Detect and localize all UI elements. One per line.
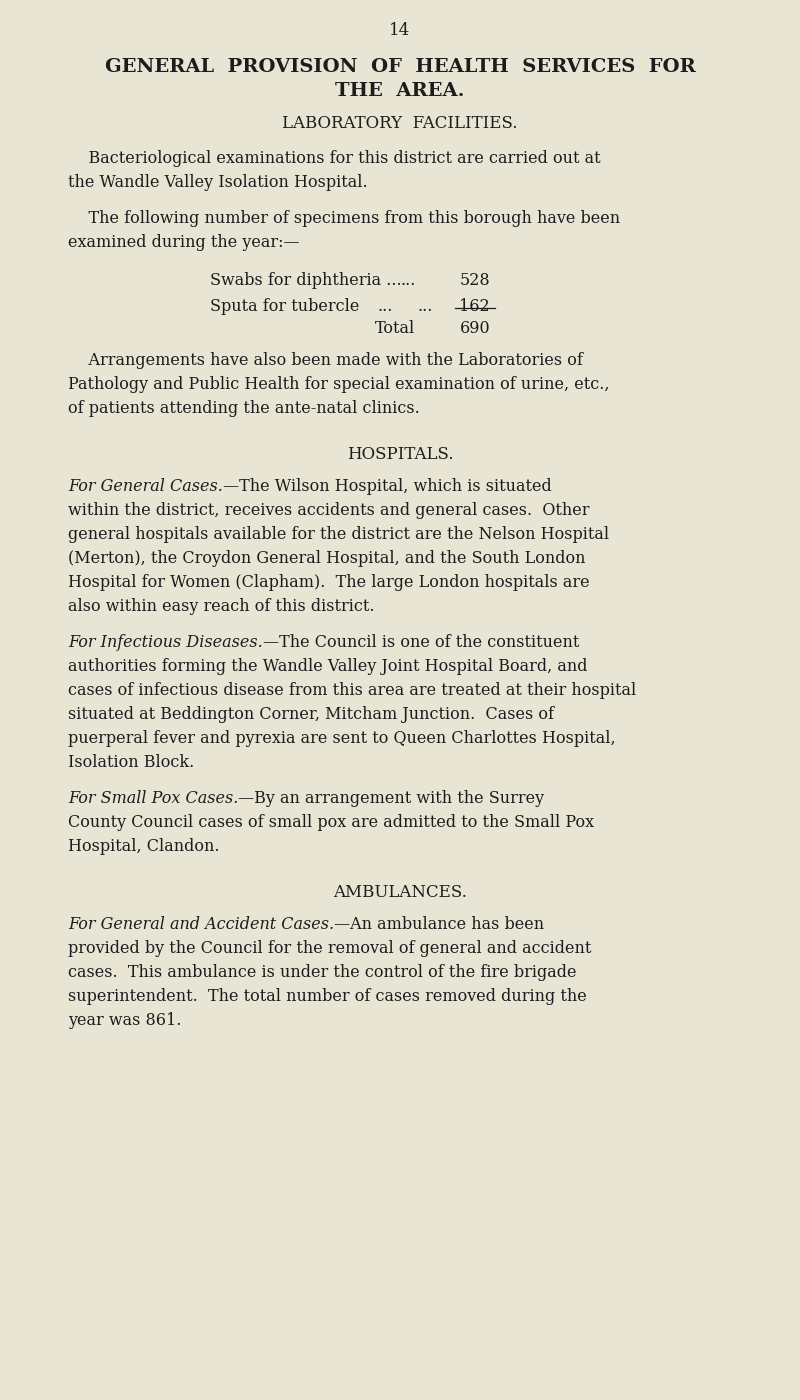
Text: Arrangements have also been made with the Laboratories of: Arrangements have also been made with th…: [68, 351, 583, 370]
Text: Total: Total: [374, 321, 415, 337]
Text: situated at Beddington Corner, Mitcham Junction.  Cases of: situated at Beddington Corner, Mitcham J…: [68, 706, 554, 722]
Text: For General and Accident Cases.: For General and Accident Cases.: [68, 916, 334, 932]
Text: Pathology and Public Health for special examination of urine, etc.,: Pathology and Public Health for special …: [68, 377, 610, 393]
Text: ...: ...: [378, 298, 393, 315]
Text: Swabs for diphtheria ...: Swabs for diphtheria ...: [210, 272, 402, 288]
Text: (Merton), the Croydon General Hospital, and the South London: (Merton), the Croydon General Hospital, …: [68, 550, 586, 567]
Text: 528: 528: [459, 272, 490, 288]
Text: —By an arrangement with the Surrey: —By an arrangement with the Surrey: [238, 790, 545, 806]
Text: Bacteriological examinations for this district are carried out at: Bacteriological examinations for this di…: [68, 150, 601, 167]
Text: of patients attending the ante-natal clinics.: of patients attending the ante-natal cli…: [68, 400, 420, 417]
Text: also within easy reach of this district.: also within easy reach of this district.: [68, 598, 374, 615]
Text: 14: 14: [390, 22, 410, 39]
Text: AMBULANCES.: AMBULANCES.: [333, 883, 467, 902]
Text: Hospital for Women (Clapham).  The large London hospitals are: Hospital for Women (Clapham). The large …: [68, 574, 590, 591]
Text: For Small Pox Cases.: For Small Pox Cases.: [68, 790, 238, 806]
Text: For General Cases.: For General Cases.: [68, 477, 223, 496]
Text: 690: 690: [459, 321, 490, 337]
Text: ...: ...: [418, 298, 433, 315]
Text: GENERAL  PROVISION  OF  HEALTH  SERVICES  FOR: GENERAL PROVISION OF HEALTH SERVICES FOR: [105, 57, 695, 76]
Text: —An ambulance has been: —An ambulance has been: [334, 916, 544, 932]
Text: general hospitals available for the district are the Nelson Hospital: general hospitals available for the dist…: [68, 526, 609, 543]
Text: puerperal fever and pyrexia are sent to Queen Charlottes Hospital,: puerperal fever and pyrexia are sent to …: [68, 729, 616, 748]
Text: Isolation Block.: Isolation Block.: [68, 755, 194, 771]
Text: superintendent.  The total number of cases removed during the: superintendent. The total number of case…: [68, 988, 586, 1005]
Text: provided by the Council for the removal of general and accident: provided by the Council for the removal …: [68, 939, 591, 958]
Text: For Infectious Diseases.: For Infectious Diseases.: [68, 634, 262, 651]
Text: the Wandle Valley Isolation Hospital.: the Wandle Valley Isolation Hospital.: [68, 174, 368, 190]
Text: Sputa for tubercle: Sputa for tubercle: [210, 298, 359, 315]
Text: THE  AREA.: THE AREA.: [335, 83, 465, 99]
Text: 162: 162: [459, 298, 490, 315]
Text: cases of infectious disease from this area are treated at their hospital: cases of infectious disease from this ar…: [68, 682, 636, 699]
Text: LABORATORY  FACILITIES.: LABORATORY FACILITIES.: [282, 115, 518, 132]
Text: authorities forming the Wandle Valley Joint Hospital Board, and: authorities forming the Wandle Valley Jo…: [68, 658, 587, 675]
Text: County Council cases of small pox are admitted to the Small Pox: County Council cases of small pox are ad…: [68, 813, 594, 832]
Text: examined during the year:—: examined during the year:—: [68, 234, 300, 251]
Text: within the district, receives accidents and general cases.  Other: within the district, receives accidents …: [68, 503, 590, 519]
Text: —The Council is one of the constituent: —The Council is one of the constituent: [262, 634, 579, 651]
Text: —The Wilson Hospital, which is situated: —The Wilson Hospital, which is situated: [223, 477, 552, 496]
Text: year was 861.: year was 861.: [68, 1012, 182, 1029]
Text: HOSPITALS.: HOSPITALS.: [346, 447, 454, 463]
Text: The following number of specimens from this borough have been: The following number of specimens from t…: [68, 210, 620, 227]
Text: Hospital, Clandon.: Hospital, Clandon.: [68, 839, 219, 855]
Text: cases.  This ambulance is under the control of the fire brigade: cases. This ambulance is under the contr…: [68, 965, 577, 981]
Text: ...: ...: [400, 272, 416, 288]
